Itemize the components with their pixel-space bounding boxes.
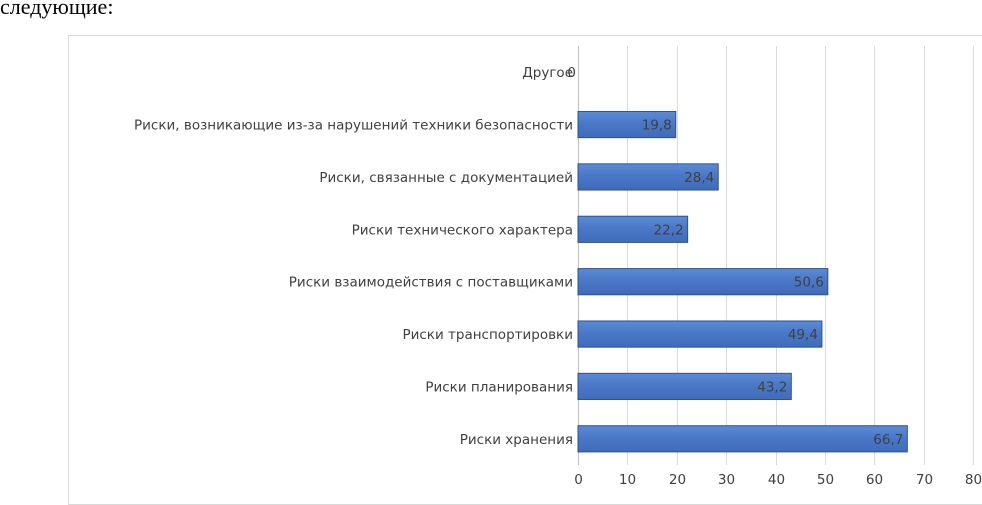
- x-tick-label-0: 0: [574, 472, 583, 488]
- data-label-6: 43,2: [757, 379, 787, 395]
- category-label-7: Риски хранения: [460, 432, 573, 448]
- category-label-5: Риски транспортировки: [402, 327, 573, 343]
- x-tick-label-50: 50: [817, 472, 834, 488]
- gridlines: [578, 46, 974, 465]
- x-tick-label-80: 80: [965, 472, 982, 488]
- bar-3: [577, 215, 689, 243]
- bar-5: [577, 320, 823, 348]
- bar-4: [577, 268, 829, 296]
- data-label-4: 50,6: [794, 275, 824, 291]
- category-label-3: Риски технического характера: [352, 222, 573, 238]
- category-label-0: Другое: [522, 65, 573, 81]
- bar-2: [577, 163, 719, 191]
- x-tick-label-40: 40: [768, 472, 785, 488]
- category-label-6: Риски планирования: [425, 379, 573, 395]
- bar-6: [577, 372, 792, 401]
- document-text-above-chart: следующие:: [0, 0, 114, 19]
- bar-7: [577, 425, 908, 453]
- x-tick-label-10: 10: [619, 472, 636, 488]
- data-label-0: 0: [567, 65, 576, 81]
- category-label-2: Риски, связанные с документацией: [319, 170, 573, 186]
- x-tick-label-60: 60: [866, 472, 883, 488]
- data-label-7: 66,7: [873, 432, 903, 448]
- data-label-1: 19,8: [642, 118, 672, 134]
- category-label-4: Риски взаимодействия с поставщиками: [289, 275, 573, 291]
- x-tick-label-20: 20: [669, 472, 686, 488]
- data-label-5: 49,4: [788, 327, 818, 343]
- data-label-3: 22,2: [654, 222, 684, 238]
- bar-1: [577, 110, 677, 139]
- x-tick-label-70: 70: [916, 472, 933, 488]
- x-tick-label-30: 30: [718, 472, 735, 488]
- data-label-2: 28,4: [684, 170, 714, 186]
- category-label-1: Риски, возникающие из-за нарушений техни…: [134, 118, 573, 134]
- bars: [577, 110, 908, 453]
